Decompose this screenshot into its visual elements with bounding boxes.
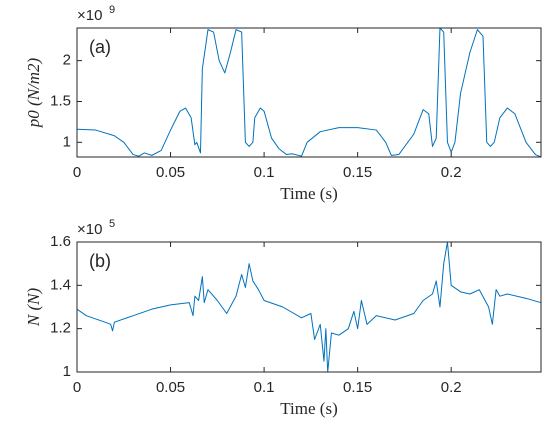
axes-frame [76, 27, 542, 158]
y-tick-label: 1.4 [50, 276, 71, 293]
y-tick-label: 2 [63, 52, 71, 69]
x-tick-label: 0.1 [254, 164, 275, 181]
panel-label: (b) [89, 251, 111, 271]
data-line [76, 27, 542, 158]
panel-label: (a) [89, 37, 111, 57]
y-tick-label: 1.5 [50, 92, 71, 109]
y-tick-label: 1.6 [50, 233, 71, 250]
subplot: 0 0.05 0.1 0.15 0.2 1 1.5 2 Time (s) p0 (N/m2) ×10… [24, 4, 542, 203]
data-line [76, 241, 542, 373]
x-tick-label: 0 [73, 379, 81, 396]
y-tick-label: 1.2 [50, 320, 71, 337]
axis-multiplier: ×10 [77, 221, 102, 238]
y-axis-label: N (N) [24, 288, 43, 328]
axis-multiplier-exponent: 5 [109, 218, 115, 230]
x-tick-label: 0.15 [343, 164, 372, 181]
axes-frame [76, 241, 542, 373]
y-tick-label: 1 [63, 133, 71, 150]
axis-multiplier: ×10 [77, 7, 102, 24]
axis-multiplier-exponent: 9 [109, 4, 115, 16]
y-axis-label: p0 (N/m2) [24, 57, 43, 128]
x-axis-label: Time (s) [280, 184, 337, 203]
x-tick-label: 0.15 [343, 379, 372, 396]
x-tick-label: 0 [73, 164, 81, 181]
x-tick-label: 0.2 [441, 379, 462, 396]
x-axis-label: Time (s) [280, 399, 337, 418]
x-tick-label: 0.1 [254, 379, 275, 396]
x-tick-label: 0.2 [441, 164, 462, 181]
x-tick-label: 0.05 [156, 164, 185, 181]
x-tick-label: 0.05 [156, 379, 185, 396]
subplot: 0 0.05 0.1 0.15 0.2 1 1.2 1.4 1.6 Time (s) N (N) ×1… [24, 218, 542, 418]
y-tick-label: 1 [63, 363, 71, 380]
